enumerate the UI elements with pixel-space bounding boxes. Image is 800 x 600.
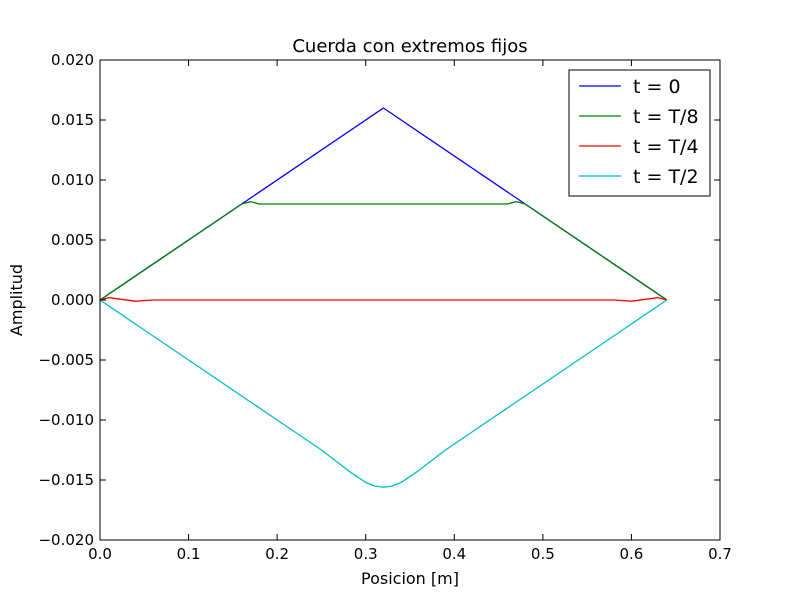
x-axis: 0.0 0.1 0.2 0.3 0.4 0.5 0.6 0.7 (88, 60, 732, 563)
x-tick-label: 0.1 (177, 545, 201, 563)
legend-label: t = 0 (633, 76, 681, 98)
series-layer (99, 107, 668, 488)
y-tick-label: 0.010 (51, 171, 94, 189)
series-line-4 (99, 299, 668, 488)
x-tick-label: 0.2 (265, 545, 289, 563)
y-tick-label: −0.020 (38, 531, 94, 549)
y-tick-label: 0.015 (51, 111, 94, 129)
chart-title: Cuerda con extremos fijos (292, 36, 527, 57)
x-tick-label: 0.4 (442, 545, 466, 563)
y-tick-label: 0.020 (51, 51, 94, 69)
y-axis-label: Amplitud (7, 264, 26, 336)
y-tick-label: −0.010 (38, 411, 94, 429)
series-line-2 (99, 200, 668, 301)
series-line-3 (99, 296, 668, 302)
x-tick-label: 0.3 (354, 545, 378, 563)
x-tick-label: 0.7 (708, 545, 732, 563)
legend-box (568, 69, 711, 197)
legend: t = 0 t = T/8 t = T/4 t = T/2 (568, 69, 711, 197)
y-axis: −0.020 −0.015 −0.010 −0.005 0.000 0.005 0.010 0… (38, 51, 720, 549)
x-tick-label: 0.6 (619, 545, 643, 563)
legend-label: t = T/8 (633, 106, 699, 128)
y-tick-label: −0.015 (38, 471, 94, 489)
x-tick-label: 0.5 (531, 545, 555, 563)
y-tick-label: 0.000 (51, 291, 94, 309)
legend-label: t = T/2 (633, 166, 699, 188)
y-tick-label: −0.005 (38, 351, 94, 369)
legend-label: t = T/4 (633, 136, 699, 158)
y-tick-label: 0.005 (51, 231, 94, 249)
x-axis-label: Posicion [m] (361, 569, 459, 588)
x-tick-label: 0.0 (88, 545, 112, 563)
